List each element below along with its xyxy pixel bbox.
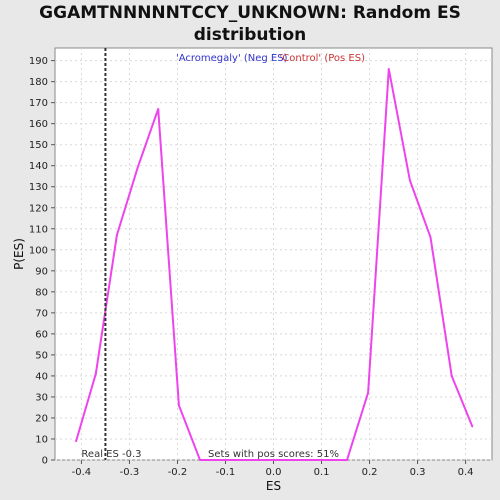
x-tick-label: -0.2 bbox=[168, 467, 188, 478]
y-axis-ticks: 0 10 20 30 40 50 60 70 80 90 100 110 120 130 140 150 160… bbox=[29, 56, 55, 467]
data-point bbox=[429, 236, 432, 239]
y-tick-label: 160 bbox=[29, 119, 48, 130]
chart-title: GGAMTNNNNNTCCY_UNKNOWN: Random ES distri… bbox=[0, 2, 500, 46]
y-axis-label: P(ES) bbox=[12, 238, 26, 270]
x-tick-label: -0.4 bbox=[72, 467, 92, 478]
y-tick-label: 70 bbox=[35, 308, 48, 319]
y-tick-label: 80 bbox=[35, 287, 48, 298]
x-tick-label: 0.2 bbox=[362, 467, 378, 478]
y-tick-label: 40 bbox=[35, 371, 48, 382]
legend-pos-es: 'Control' (Pos ES) bbox=[280, 53, 366, 64]
y-tick-label: 180 bbox=[29, 77, 48, 88]
data-point bbox=[345, 459, 348, 461]
grid-lines bbox=[55, 48, 492, 461]
y-tick-label: 100 bbox=[29, 245, 48, 256]
y-tick-label: 150 bbox=[29, 140, 48, 151]
data-point bbox=[136, 166, 139, 169]
data-point bbox=[471, 425, 474, 428]
data-point bbox=[115, 234, 118, 237]
x-tick-label: -0.1 bbox=[216, 467, 236, 478]
chart-title-line2: distribution bbox=[193, 25, 307, 45]
legend-neg-es: 'Acromegaly' (Neg ES) bbox=[176, 53, 288, 64]
data-point bbox=[94, 372, 97, 375]
x-axis-label: ES bbox=[266, 479, 281, 493]
y-tick-label: 60 bbox=[35, 329, 48, 340]
y-tick-label: 30 bbox=[35, 392, 48, 403]
y-tick-label: 140 bbox=[29, 161, 48, 172]
real-es-label: Real ES -0.3 bbox=[81, 449, 141, 460]
y-tick-label: 130 bbox=[29, 182, 48, 193]
y-tick-label: 190 bbox=[29, 56, 48, 67]
x-tick-label: 0.3 bbox=[410, 467, 426, 478]
y-tick-label: 0 bbox=[42, 456, 48, 467]
y-tick-label: 20 bbox=[35, 413, 48, 424]
pos-scores-note: Sets with pos scores: 51% bbox=[208, 449, 339, 460]
x-axis-ticks: -0.4 -0.3 -0.2 -0.1 0.0 0.1 0.2 0.3 0.4 bbox=[72, 460, 474, 478]
data-point bbox=[367, 391, 370, 394]
data-point bbox=[75, 440, 78, 443]
data-point bbox=[157, 107, 160, 110]
x-tick-label: -0.3 bbox=[120, 467, 140, 478]
data-point bbox=[177, 404, 180, 407]
data-point bbox=[450, 374, 453, 377]
x-tick-label: 0.4 bbox=[458, 467, 474, 478]
chart-title-line1: GGAMTNNNNNTCCY_UNKNOWN: Random ES bbox=[39, 3, 461, 23]
data-point bbox=[199, 459, 202, 461]
y-tick-label: 110 bbox=[29, 224, 48, 235]
x-tick-label: 0.0 bbox=[266, 467, 282, 478]
data-point bbox=[387, 68, 390, 71]
y-tick-label: 170 bbox=[29, 98, 48, 109]
series-line bbox=[75, 68, 474, 461]
y-tick-label: 120 bbox=[29, 203, 48, 214]
y-tick-label: 90 bbox=[35, 266, 48, 277]
y-tick-label: 50 bbox=[35, 350, 48, 361]
y-tick-label: 10 bbox=[35, 434, 48, 445]
data-point bbox=[408, 179, 411, 182]
x-tick-label: 0.1 bbox=[314, 467, 330, 478]
